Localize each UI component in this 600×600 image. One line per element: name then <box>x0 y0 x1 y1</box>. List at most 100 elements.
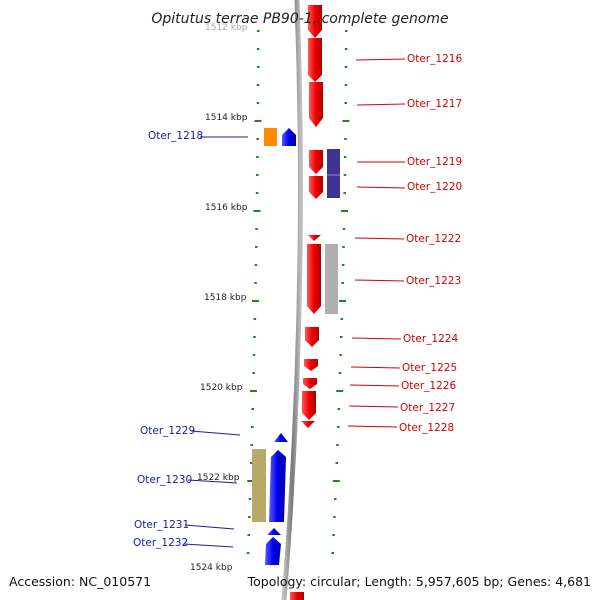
label-connector <box>354 237 405 240</box>
label-connector <box>183 543 234 548</box>
scale-tick <box>256 102 260 104</box>
scale-tick <box>256 174 259 176</box>
gene-arrow-oter-1216-b[interactable] <box>308 38 322 82</box>
scale-ticks-right <box>331 30 350 554</box>
forward-gene-labels: Oter_1218 Oter_1229 Oter_1230 Oter_1231 … <box>133 130 248 549</box>
scale-tick <box>332 534 335 536</box>
scale-tick <box>252 372 255 374</box>
scale-tick <box>345 30 348 32</box>
scale-tick <box>255 246 258 248</box>
forward-strand-genes <box>252 128 296 565</box>
scale-tick <box>342 246 345 248</box>
gene-arrow-oter-1227[interactable] <box>302 391 316 420</box>
gene-arrow-oter-1218[interactable] <box>282 128 296 146</box>
scale-tick <box>250 444 253 446</box>
gene-arrow-oter-1223[interactable] <box>307 244 321 314</box>
scale-tick <box>256 48 260 50</box>
gene-label-oter-1224[interactable]: Oter_1224 <box>403 333 458 345</box>
gene-label-oter-1223[interactable]: Oter_1223 <box>406 275 461 287</box>
scale-label: 1516 kbp <box>205 203 248 213</box>
scale-tick <box>337 408 341 410</box>
gene-label-oter-1220[interactable]: Oter_1220 <box>407 181 462 193</box>
scale-tick <box>343 174 347 176</box>
gene-label-oter-1228[interactable]: Oter_1228 <box>399 422 454 434</box>
gray-feature[interactable] <box>325 244 338 314</box>
scale-tick <box>344 66 348 68</box>
khaki-feature[interactable] <box>252 449 266 522</box>
gene-label-oter-1218[interactable]: Oter_1218 <box>148 130 203 142</box>
orange-feature[interactable] <box>264 128 277 146</box>
scale-tick <box>253 336 256 338</box>
scale-tick <box>255 228 258 230</box>
scale-tick <box>333 516 336 518</box>
gene-arrow-bottom[interactable] <box>290 592 304 600</box>
gene-arrow-oter-1229[interactable] <box>274 433 288 442</box>
scale-tick <box>336 444 339 446</box>
scale-tick <box>256 138 259 140</box>
scale-tick <box>342 228 346 230</box>
label-connector <box>348 405 399 408</box>
gene-arrow-oter-1220[interactable] <box>309 176 323 199</box>
gene-arrow-oter-1219[interactable] <box>309 150 323 174</box>
scale-tick <box>256 156 259 158</box>
scale-tick <box>251 426 254 428</box>
scale-tick <box>247 534 250 536</box>
gene-arrow-oter-1226[interactable] <box>303 378 317 389</box>
scale-label: 1518 kbp <box>204 293 247 303</box>
gene-arrow-oter-1217[interactable] <box>309 82 323 127</box>
label-connector <box>187 479 238 484</box>
label-connector <box>356 103 406 106</box>
gene-arrow-oter-1231[interactable] <box>267 528 281 535</box>
scale-label: 1522 kbp <box>197 473 240 483</box>
gene-arrow-oter-1232[interactable] <box>265 537 281 565</box>
gene-arrow-oter-1228[interactable] <box>301 421 315 428</box>
scale-tick <box>344 84 348 86</box>
scale-tick <box>336 390 344 392</box>
scale-tick <box>253 210 261 212</box>
gene-arrow-oter-1225[interactable] <box>304 359 318 371</box>
page-title: Opitutus terrae PB90-1, complete genome <box>151 11 448 27</box>
gene-arrow-oter-1230[interactable] <box>269 450 286 522</box>
scale-tick <box>339 300 346 302</box>
gene-arrow-oter-1216[interactable] <box>308 5 322 38</box>
gene-label-oter-1231[interactable]: Oter_1231 <box>134 519 189 531</box>
scale-tick <box>343 156 347 158</box>
scale-tick <box>344 138 347 140</box>
scale-tick <box>342 120 350 122</box>
gene-label-oter-1229[interactable]: Oter_1229 <box>140 425 195 437</box>
topology-label: Topology: circular; Length: 5,957,605 bp… <box>247 574 591 589</box>
gene-label-oter-1230[interactable]: Oter_1230 <box>137 474 192 486</box>
scale-tick <box>341 282 344 284</box>
scale-tick <box>256 84 260 86</box>
gene-label-oter-1227[interactable]: Oter_1227 <box>400 402 455 414</box>
scale-tick <box>254 120 262 122</box>
gene-label-oter-1222[interactable]: Oter_1222 <box>406 233 461 245</box>
gene-label-oter-1219[interactable]: Oter_1219 <box>407 156 462 168</box>
scale-tick <box>344 102 347 104</box>
scale-tick <box>248 516 251 518</box>
gene-label-oter-1232[interactable]: Oter_1232 <box>133 537 188 549</box>
gene-label-oter-1226[interactable]: Oter_1226 <box>401 380 456 392</box>
scale-tick <box>343 192 346 194</box>
scale-tick <box>338 372 342 374</box>
gene-label-oter-1217[interactable]: Oter_1217 <box>407 98 462 110</box>
scale-tick <box>246 552 250 554</box>
purple-feature[interactable] <box>327 149 340 198</box>
scale-tick <box>341 264 345 266</box>
label-connector <box>356 186 406 189</box>
scale-tick <box>256 66 260 68</box>
scale-label: 1512 kbp <box>205 23 248 33</box>
genome-backbone <box>281 0 303 600</box>
scale-tick <box>249 390 257 392</box>
scale-tick <box>339 354 342 356</box>
scale-tick <box>340 336 343 338</box>
label-connector <box>350 366 401 369</box>
gene-arrow-oter-1222[interactable] <box>308 235 321 241</box>
label-connector <box>355 58 406 61</box>
gene-label-oter-1216[interactable]: Oter_1216 <box>407 53 462 65</box>
gene-label-oter-1225[interactable]: Oter_1225 <box>402 362 457 374</box>
scale-ticks-left <box>246 30 262 554</box>
scale-tick <box>252 354 256 356</box>
gene-arrow-oter-1224[interactable] <box>305 327 319 347</box>
